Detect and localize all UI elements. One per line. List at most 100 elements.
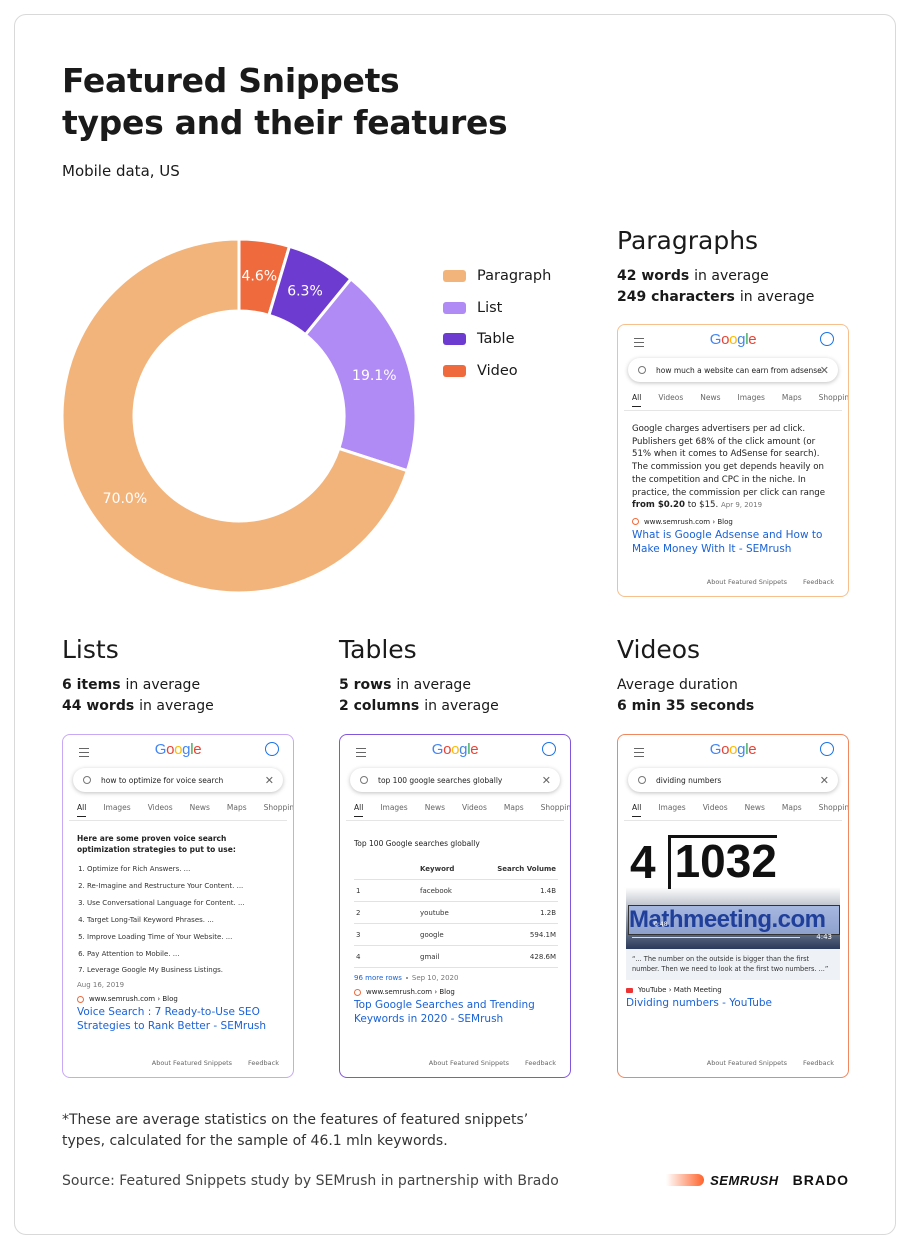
source: Source: Featured Snippets study by SEMru… [62, 1173, 559, 1189]
table-cell: gmail [418, 945, 472, 968]
text: to $15. [687, 500, 719, 511]
semrush-mark [666, 1174, 705, 1186]
current-time: 0:48 [654, 921, 668, 928]
stat-line: 5 rows in average [339, 675, 471, 696]
tab: News [189, 803, 210, 812]
card-footer: About Featured Snippets Feedback [707, 1059, 834, 1067]
slice-label: 6.3% [287, 283, 323, 299]
tabs: All Images Videos News Maps Shopping [632, 803, 848, 817]
subtitle: Mobile data, US [62, 162, 180, 180]
search-icon [638, 776, 646, 784]
slice-label: 19.1% [352, 368, 396, 384]
feedback-link: Feedback [525, 1059, 556, 1067]
footnote: *These are average statistics on the fea… [62, 1112, 529, 1149]
video-caption: “... The number on the outside is bigger… [626, 949, 840, 980]
duration: 4:43 [816, 933, 832, 941]
search-query: how to optimize for voice search [101, 775, 224, 785]
snippet-card: Google dividing numbers ✕ All Images Videos Ne… [617, 734, 849, 1078]
tab: Maps [781, 803, 802, 812]
tab: Maps [781, 393, 802, 402]
slice-label: 70.0% [103, 491, 147, 507]
divider [69, 820, 287, 821]
stat-text: in average [739, 289, 815, 305]
site-url: YouTube › Math Meeting [638, 986, 722, 994]
tab: Shopping [540, 803, 571, 812]
text: Google charges advertisers per ad click.… [632, 424, 826, 498]
tab: News [424, 803, 445, 812]
tabs: All Images Videos News Maps Shopping [77, 803, 293, 817]
list-item: Pay Attention to Mobile. ... [87, 946, 281, 963]
stat-text: in average [125, 677, 201, 693]
tab: All [354, 803, 364, 817]
clear-icon: ✕ [541, 774, 551, 787]
tab: Shopping [818, 803, 849, 812]
tab: All [632, 803, 642, 817]
search-icon [638, 366, 646, 374]
legend-swatch [443, 301, 466, 314]
title: Featured Snippets types and their featur… [62, 61, 508, 142]
more-rows: 96 more rows Sep 10, 2020 [354, 974, 558, 982]
division: 4 1032 [630, 835, 777, 889]
feedback-link: Feedback [248, 1059, 279, 1067]
site-icon [354, 988, 361, 996]
legend-swatch [443, 270, 466, 282]
stat-text: Average duration [617, 677, 738, 693]
semrush-text: SEMRUSH [710, 1172, 779, 1188]
table-cell: google [418, 923, 472, 946]
divider [346, 820, 564, 821]
stat-line: 6 items in average [62, 675, 200, 696]
site-url: www.semrush.com › Blog [366, 988, 455, 996]
legend-item: Table [443, 331, 515, 347]
tab: Maps [226, 803, 247, 812]
stat-line: Average duration [617, 675, 738, 696]
dividend: 1032 [667, 835, 777, 889]
legend-label: Video [477, 362, 518, 379]
snippet-card: Google how to optimize for voice search ✕ A… [62, 734, 294, 1078]
table-cell: 4 [354, 945, 418, 968]
divider [624, 820, 842, 821]
profile-icon [542, 742, 556, 756]
about-link: About Featured Snippets [706, 578, 788, 586]
header-cell: Search Volume [471, 858, 558, 880]
table-row: 1 facebook 1.4B [354, 879, 558, 902]
section-heading: Videos [617, 635, 701, 664]
tab: All [77, 803, 87, 817]
table-cell: 594.1M [471, 923, 558, 946]
stat-line: 42 words in average [617, 266, 769, 287]
stat-value: 42 words [617, 268, 690, 284]
table-cell: 3 [354, 923, 418, 946]
tab: Videos [462, 803, 487, 812]
table-row: 3 google 594.1M [354, 923, 558, 946]
legend-item: Video [443, 363, 518, 379]
stat-line: 6 min 35 seconds [617, 696, 759, 717]
profile-icon [820, 742, 834, 756]
site-url: www.semrush.com › Blog [644, 517, 733, 526]
stat-value: 6 min 35 seconds [617, 698, 755, 714]
list-item: Improve Loading Time of Your Website. ..… [87, 929, 281, 946]
card-footer: About Featured Snippets Feedback [707, 578, 834, 586]
result-link: What is Google Adsense and How to Make M… [632, 528, 823, 555]
snippet-card: Google how much a website can earn from a… [617, 324, 849, 597]
clear-icon: ✕ [819, 774, 829, 787]
legend-label: List [477, 299, 503, 316]
snippet-body: 4 1032 Mathmeeting.com 0:48 4:43 “... The num… [626, 831, 840, 1010]
clear-icon: ✕ [819, 364, 829, 377]
date: Aug 16, 2019 [77, 981, 125, 990]
legend-label: Table [477, 331, 515, 347]
logos: SEMRUSH BRADO [666, 1172, 849, 1188]
tab: Videos [658, 393, 684, 402]
stat-line: 2 columns in average [339, 696, 499, 717]
search-query: dividing numbers [656, 775, 722, 785]
date: Sep 10, 2020 [411, 974, 459, 982]
search-box: dividing numbers ✕ [628, 768, 838, 792]
site-url: www.semrush.com › Blog [89, 995, 178, 1004]
table-cell: 1 [354, 879, 418, 902]
table-header: Keyword Search Volume [354, 858, 558, 880]
table-title: Top 100 Google searches globally [354, 839, 480, 848]
video-thumbnail: 4 1032 Mathmeeting.com 0:48 4:43 [626, 831, 840, 949]
profile-icon [820, 332, 834, 346]
about-link: About Featured Snippets [151, 1059, 233, 1067]
site-icon [77, 995, 84, 1003]
table-cell: youtube [418, 901, 472, 924]
